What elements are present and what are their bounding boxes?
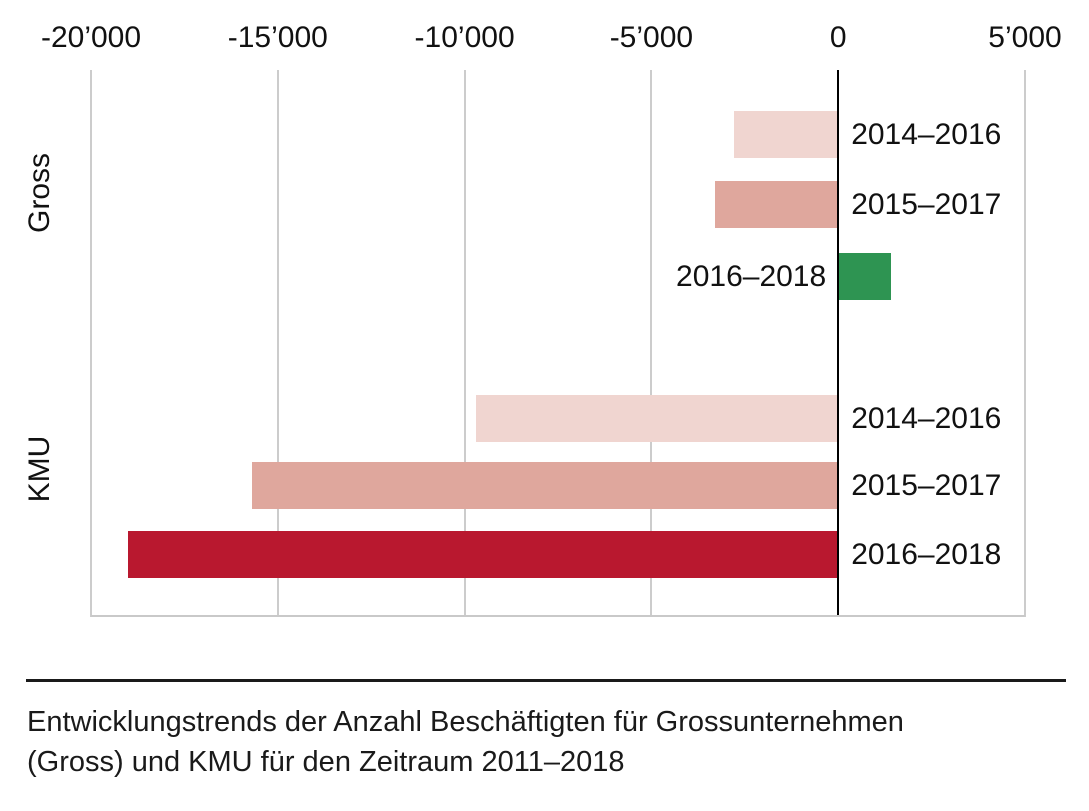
x-axis-tick-label: -5’000 [609, 21, 694, 54]
caption-line-1: Entwicklungstrends der Anzahl Beschäftig… [27, 706, 904, 738]
zero-line [837, 70, 840, 617]
caption-divider [26, 679, 1066, 682]
group-label-kmu: KMU [23, 435, 56, 503]
x-axis-tick-labels: -20’000 -15’000 -10’000 -5’000 0 5’000 [41, 20, 1062, 56]
figure-caption: Entwicklungstrends der Anzahl Beschäftig… [27, 702, 1067, 782]
bar-period-label: 2014–2016 [851, 117, 1002, 151]
x-axis-baseline [91, 615, 1025, 617]
x-axis-tick-label: 0 [829, 21, 847, 54]
bar-2014-2016 [733, 111, 839, 158]
bar-period-label: 2015–2017 [851, 187, 1002, 221]
bar-2016-2018 [839, 253, 892, 300]
bar-2015-2017 [251, 462, 839, 509]
bar-period-label: 2016–2018 [676, 259, 827, 293]
gridline [90, 70, 92, 617]
bar-period-label: 2016–2018 [851, 537, 1002, 571]
bar-2014-2016 [475, 395, 839, 442]
gridline [463, 70, 466, 617]
plot-area: 2014–2016 2015–2017 2016–2018 2014–2016 2015… [90, 70, 1026, 617]
bar-2016-2018 [128, 531, 839, 578]
bar-period-label: 2014–2016 [851, 401, 1002, 435]
x-axis-tick-label: -20’000 [40, 21, 142, 54]
x-axis-tick-label: -15’000 [227, 21, 328, 54]
group-label-gross: Gross [23, 152, 56, 234]
caption-line-2: (Gross) und KMU für den Zeitraum 2011–20… [27, 746, 625, 778]
bar-period-label: 2015–2017 [851, 468, 1002, 502]
gridline [1024, 70, 1026, 617]
x-axis-tick-label: 5’000 [988, 21, 1062, 54]
gridline [276, 70, 279, 617]
bar-2015-2017 [714, 181, 839, 228]
gridline [650, 70, 653, 617]
x-axis-tick-label: -10’000 [414, 21, 515, 54]
